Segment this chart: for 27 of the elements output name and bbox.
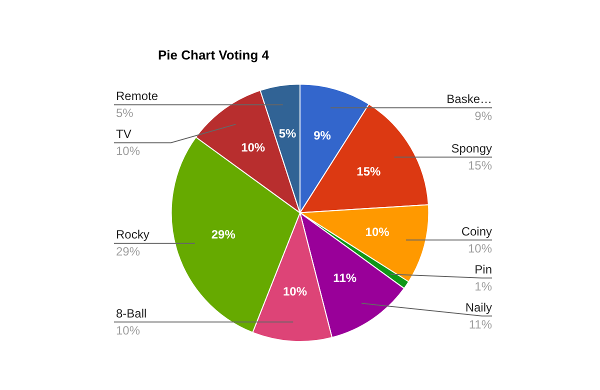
data-label: 10% [241,140,266,155]
data-label: 9% [314,128,332,142]
data-label: 10% [282,284,308,299]
text: 11% [468,317,492,332]
slice-label: Naily [465,300,492,314]
slice-label: Spongy [451,141,492,156]
data-label: 5% [278,126,297,140]
slice-label: Remote [116,89,158,104]
text: 10% [468,241,492,256]
slice-label: 8-Ball [116,306,147,320]
text: 5% [116,106,134,120]
data-label: 11% [333,271,357,286]
data-label: 1% [474,279,492,294]
text: 29% [116,244,140,259]
slice-label: Baske… [446,92,492,106]
slice-label: Pin [474,262,492,276]
text: 9% [474,109,492,124]
data-label: 29% [211,227,236,242]
text: 10% [116,323,140,338]
text: 15% [468,158,492,172]
chart-title: Pie Chart Voting 4 [158,47,270,62]
data-label: 10% [365,224,390,239]
slice-label: Rocky [116,228,150,242]
data-label: 15% [356,164,382,178]
slice-label: Coiny [461,224,492,238]
slice-label: TV [116,127,132,142]
text: 10% [116,144,140,158]
